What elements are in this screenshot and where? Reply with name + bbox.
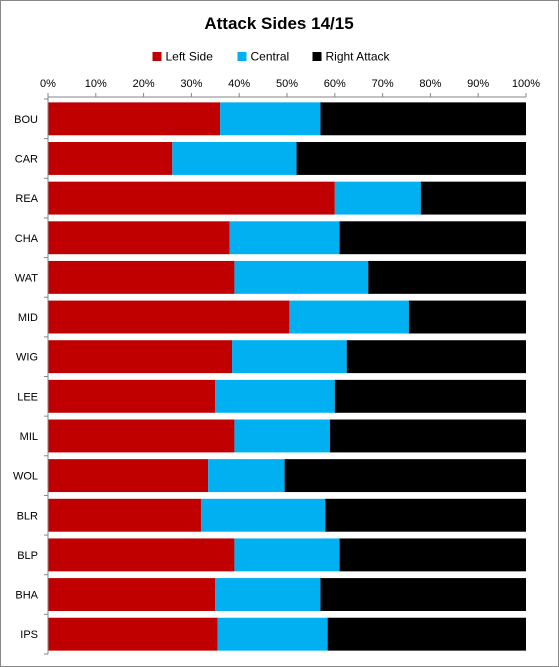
x-tick-label: 70%: [372, 78, 394, 90]
bar-wat-series-1: [234, 260, 369, 294]
bar-cha-series-0: [48, 221, 230, 255]
y-category-label: BLR: [17, 510, 38, 522]
bar-car-series-0: [48, 142, 173, 175]
y-category-label: CAR: [15, 153, 38, 165]
x-tick-label: 50%: [276, 78, 298, 90]
bar-blr-series-0: [48, 498, 201, 532]
y-category-label: BHA: [15, 590, 38, 602]
bar-lee-series-0: [48, 379, 216, 413]
bar-rea-series-2: [420, 181, 526, 215]
y-category-label: MIL: [20, 431, 38, 443]
bar-wig-series-1: [232, 340, 347, 374]
legend-swatch-2: [312, 52, 322, 61]
legend-swatch-1: [237, 52, 247, 61]
x-tick-label: 30%: [180, 78, 202, 90]
bar-wig-series-2: [346, 340, 526, 374]
bar-mil-series-2: [330, 419, 526, 453]
x-axis-ticks: 0% 10% 20% 30% 40% 50% 60% 70% 80% 90% 100%: [40, 78, 540, 90]
y-category-label: BLP: [17, 550, 38, 562]
bar-bou-series-1: [220, 102, 321, 136]
x-tick-label: 10%: [85, 78, 107, 90]
bar-ips-series-0: [48, 617, 218, 651]
bar-blp-series-2: [339, 538, 526, 572]
bar-bou-series-2: [320, 102, 526, 136]
bar-blp-series-0: [48, 538, 235, 572]
y-category-label: WAT: [15, 272, 38, 284]
x-tick-label: 40%: [228, 78, 250, 90]
y-category-label: WIG: [16, 352, 38, 364]
bar-blp-series-1: [234, 538, 340, 572]
axes: [44, 93, 527, 655]
bar-lee-series-2: [334, 379, 526, 413]
y-category-label: MID: [18, 312, 38, 324]
bar-blr-series-2: [325, 498, 526, 532]
bar-bha-series-2: [320, 578, 526, 611]
bar-lee-series-1: [215, 379, 335, 413]
chart-title: Attack Sides 14/15: [204, 14, 353, 33]
bar-rea-series-1: [334, 181, 421, 215]
bar-wol-series-2: [284, 459, 526, 493]
bar-cha-series-1: [229, 221, 340, 255]
y-category-label: REA: [15, 193, 38, 205]
x-tick-label: 100%: [512, 78, 540, 90]
bar-blr-series-1: [200, 498, 326, 532]
x-tick-label: 80%: [419, 78, 441, 90]
legend-label-1: Central: [251, 50, 290, 64]
bar-wat-series-2: [368, 260, 526, 294]
bar-cha-series-2: [339, 221, 526, 255]
bar-mid-series-0: [48, 300, 290, 334]
bar-bha-series-1: [215, 578, 321, 611]
x-tick-label: 90%: [467, 78, 489, 90]
bar-ips-series-1: [217, 617, 328, 651]
legend-swatch-0: [152, 52, 162, 61]
legend: Left Side Central Right Attack: [152, 50, 391, 64]
x-tick-label: 60%: [324, 78, 346, 90]
legend-label-0: Left Side: [166, 50, 214, 64]
bar-rea-series-0: [48, 181, 335, 215]
y-category-label: BOU: [14, 114, 38, 126]
x-tick-label: 20%: [133, 78, 155, 90]
y-category-label: IPS: [20, 629, 38, 641]
bar-mil-series-1: [234, 419, 331, 453]
legend-label-2: Right Attack: [326, 50, 391, 64]
bar-wig-series-0: [48, 340, 233, 374]
bar-car-series-1: [172, 142, 297, 175]
bar-ips-series-2: [327, 617, 526, 651]
bar-wol-series-0: [48, 459, 209, 493]
y-category-label: WOL: [13, 471, 38, 483]
bar-bou-series-0: [48, 102, 221, 136]
bar-mid-series-1: [289, 300, 409, 334]
y-axis-labels: BOU CAR REA CHA WAT MID WIG LEE MIL WOL BLR BLP BHA I…: [13, 114, 39, 641]
bar-wat-series-0: [48, 260, 235, 294]
bar-mid-series-2: [408, 300, 526, 334]
bars: [48, 102, 526, 651]
bar-mil-series-0: [48, 419, 235, 453]
bar-bha-series-0: [48, 578, 216, 611]
bar-wol-series-1: [208, 459, 285, 493]
y-category-label: LEE: [17, 391, 38, 403]
x-tick-label: 0%: [40, 78, 56, 90]
bar-car-series-2: [296, 142, 526, 175]
y-category-label: CHA: [15, 233, 39, 245]
